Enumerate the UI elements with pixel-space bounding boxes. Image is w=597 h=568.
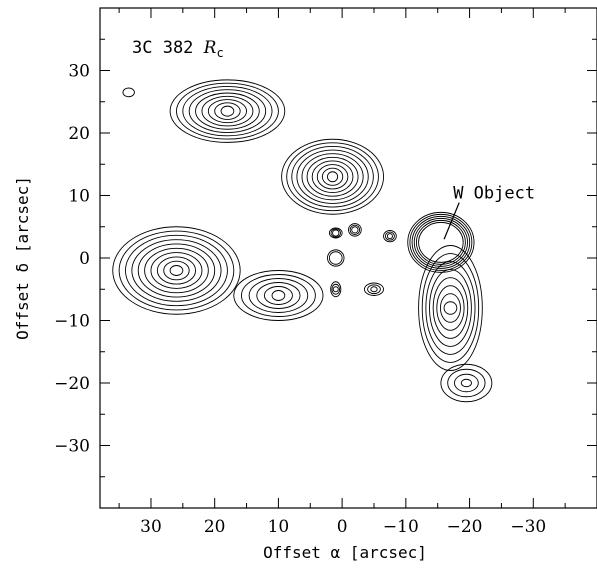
contour-0-3 [201, 95, 254, 127]
contour-5-5 [425, 261, 476, 355]
contour-11-1 [330, 228, 341, 238]
x-tick-label: −30 [510, 517, 546, 537]
contour-7-0 [328, 251, 343, 265]
contour-1-4 [306, 156, 359, 197]
y-tick-label: −30 [54, 437, 90, 457]
contour-0-5 [188, 89, 267, 133]
contour-1-0 [327, 171, 339, 183]
x-tick-label: −20 [447, 517, 483, 537]
contour-9-1 [367, 284, 381, 295]
contour-2-8 [118, 230, 235, 311]
contour-5-2 [436, 285, 465, 331]
contour-9-2 [363, 282, 384, 296]
contour-4-4 [409, 213, 473, 271]
chart-title: 3C 382 Rc [132, 38, 224, 60]
contour-2-9 [112, 226, 241, 315]
contour-5-0 [443, 301, 458, 315]
w-object-label: W Object [453, 184, 535, 204]
x-tick-label: 20 [204, 517, 226, 537]
contour-3-5 [233, 270, 324, 321]
contour-2-0 [169, 265, 184, 276]
x-tick-label: 30 [140, 517, 162, 537]
plot-frame [99, 7, 597, 509]
contour-5-7 [418, 245, 483, 371]
contour-1-1 [321, 167, 344, 186]
contour-2-4 [144, 247, 209, 294]
contour-7-1 [327, 249, 345, 267]
contour-5-6 [421, 253, 480, 363]
tick-labels: 30 20 10 0 −10 −20 −30 30 20 10 0 −10 −20 −30 [54, 62, 546, 538]
contour-8-0 [386, 233, 393, 240]
contour-1-7 [291, 146, 374, 208]
annotation-layer: W Object [443, 184, 535, 240]
contour-0-1 [214, 102, 241, 120]
contour-5-3 [432, 277, 469, 339]
contour-1-3 [311, 160, 354, 194]
contour-5-4 [429, 269, 472, 347]
contour-4-3 [411, 215, 471, 269]
x-tick-label: −10 [383, 517, 419, 537]
contour-1-5 [301, 153, 364, 201]
contour-2-1 [163, 260, 190, 281]
x-tick-label: 10 [268, 517, 290, 537]
contour-12-2 [330, 281, 342, 298]
contour-3-3 [248, 278, 309, 313]
contour-13-0 [122, 87, 135, 98]
contour-3-1 [263, 286, 293, 305]
w-object-pointer [443, 202, 460, 240]
contour-12-1 [331, 283, 341, 295]
contour-6-3 [440, 363, 493, 403]
y-tick-label: 20 [68, 124, 90, 144]
contour-8-2 [383, 230, 397, 243]
y-tick-label: 30 [68, 62, 90, 82]
contour-layer [112, 79, 493, 403]
contour-11-2 [328, 227, 343, 239]
contour-10-0 [351, 226, 359, 234]
contour-6-1 [454, 373, 479, 393]
contour-3-0 [271, 290, 286, 301]
y-tick-label: −10 [54, 312, 90, 332]
y-tick-label: 0 [79, 249, 90, 269]
contour-2-3 [150, 252, 203, 289]
contour-2-2 [156, 256, 197, 285]
contour-2-7 [125, 234, 228, 307]
contour-0-2 [207, 99, 248, 124]
y-tick-label: 10 [68, 187, 90, 207]
contour-5-1 [439, 293, 461, 323]
contour-3-4 [241, 274, 316, 317]
contour-4-2 [413, 217, 468, 267]
contour-0-4 [195, 92, 260, 130]
contour-0-0 [220, 105, 235, 117]
contour-0-8 [169, 79, 286, 143]
contour-4-0 [418, 221, 464, 263]
contour-3-2 [256, 282, 301, 309]
contour-0-7 [176, 82, 279, 140]
x-axis-label: Offset α [arcsec] [263, 543, 427, 562]
contour-1-2 [316, 164, 349, 190]
contour-4-5 [407, 211, 475, 273]
y-axis-label: Offset δ [arcsec] [13, 176, 32, 340]
contour-10-2 [348, 223, 362, 237]
contour-9-0 [370, 286, 378, 293]
contour-10-1 [349, 224, 361, 236]
x-tick-label: 0 [337, 517, 348, 537]
contour-1-8 [286, 142, 379, 212]
axis-ticks [100, 8, 597, 508]
contour-2-5 [137, 243, 216, 298]
contour-12-0 [332, 286, 339, 293]
y-tick-label: −20 [54, 374, 90, 394]
contour-11-0 [332, 229, 340, 237]
contour-2-6 [131, 239, 222, 302]
contour-4-1 [415, 219, 466, 265]
contour-1-9 [281, 138, 384, 215]
contour-6-0 [460, 378, 472, 388]
contour-0-6 [182, 85, 273, 137]
contour-6-2 [447, 368, 486, 398]
contour-8-1 [385, 231, 395, 241]
contour-1-6 [296, 149, 369, 204]
